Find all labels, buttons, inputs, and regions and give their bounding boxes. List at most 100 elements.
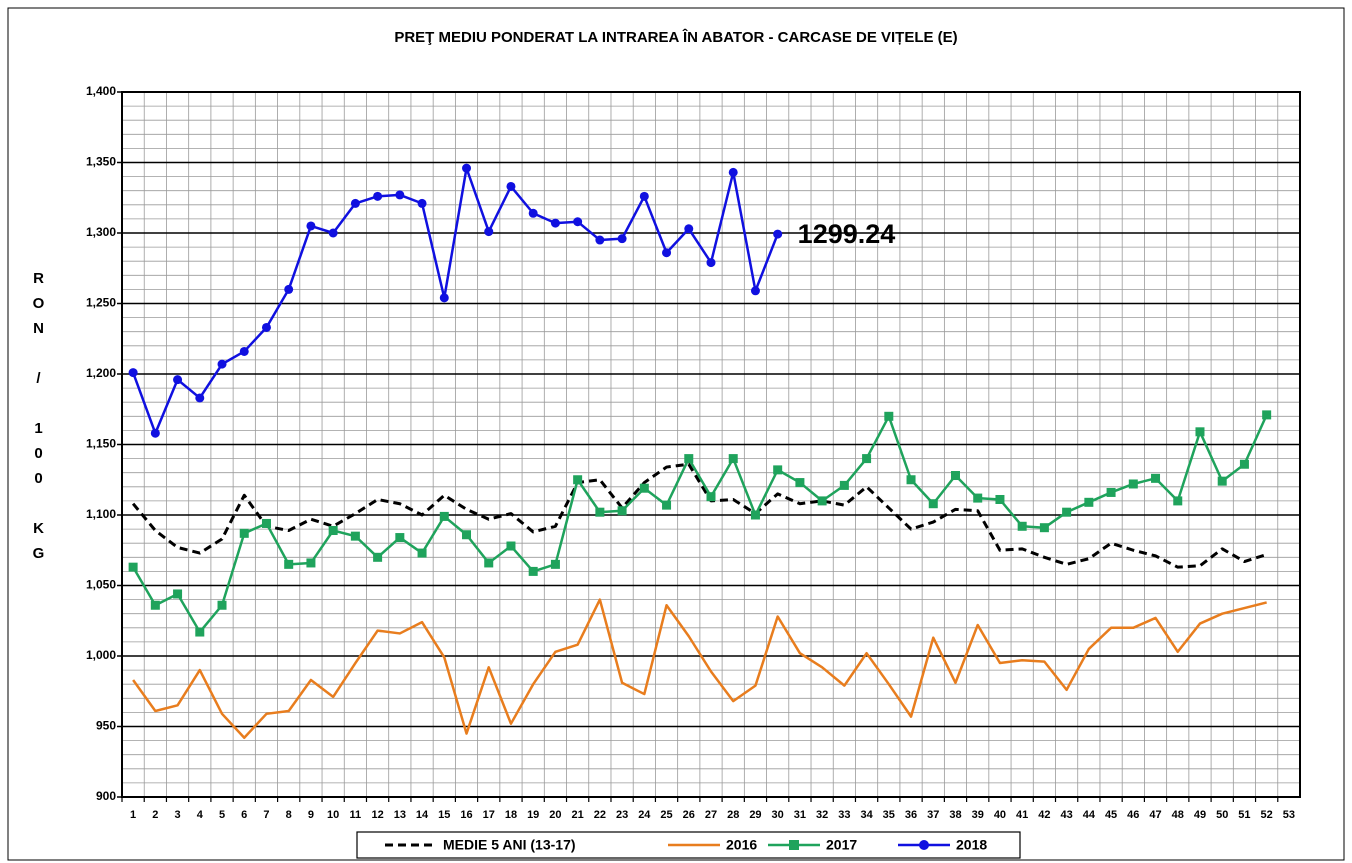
x-tick-label: 18: [505, 809, 517, 821]
marker: [1173, 496, 1183, 506]
x-tick-label: 19: [527, 809, 539, 821]
marker: [195, 627, 205, 637]
y-tick-label: 1,350: [86, 155, 116, 169]
marker: [306, 558, 316, 568]
x-tick-label: 24: [638, 809, 651, 821]
y-tick-label: 1,150: [86, 437, 116, 451]
x-tick-label: 23: [616, 809, 628, 821]
x-tick-label: 22: [594, 809, 606, 821]
x-tick-label: 41: [1016, 809, 1028, 821]
marker: [484, 558, 494, 568]
marker: [417, 548, 427, 558]
marker: [550, 559, 560, 569]
x-tick-label: 52: [1261, 809, 1273, 821]
marker: [373, 552, 383, 562]
marker: [261, 518, 271, 528]
marker: [728, 454, 738, 464]
marker: [1062, 507, 1072, 517]
x-tick-label: 35: [883, 809, 895, 821]
x-tick-label: 3: [175, 809, 181, 821]
marker: [617, 234, 627, 244]
marker: [662, 500, 672, 510]
marker: [506, 181, 516, 191]
y-tick-label: 1,400: [86, 84, 116, 98]
y-tick-label: 950: [96, 719, 116, 733]
marker: [173, 589, 183, 599]
x-tick-label: 46: [1127, 809, 1139, 821]
marker: [773, 229, 783, 239]
x-tick-label: 9: [308, 809, 314, 821]
x-tick-label: 10: [327, 809, 339, 821]
x-tick-label: 28: [727, 809, 739, 821]
x-tick-label: 8: [286, 809, 292, 821]
marker: [350, 531, 360, 541]
y-tick-label: 1,100: [86, 507, 116, 521]
marker: [595, 235, 605, 245]
marker: [395, 190, 405, 200]
y-tick-label: 1,000: [86, 648, 116, 662]
x-tick-label: 15: [438, 809, 450, 821]
x-tick-label: 21: [572, 809, 584, 821]
marker: [284, 284, 294, 294]
x-tick-label: 47: [1149, 809, 1161, 821]
marker: [328, 526, 338, 536]
x-tick-label: 1: [130, 809, 136, 821]
x-tick-label: 48: [1172, 809, 1184, 821]
marker: [395, 533, 405, 543]
x-tick-label: 4: [197, 809, 204, 821]
marker: [906, 475, 916, 485]
marker: [706, 492, 716, 502]
series-line: [132, 598, 1267, 740]
marker: [839, 480, 849, 490]
x-tick-label: 2: [152, 809, 158, 821]
marker: [239, 346, 249, 356]
marker: [728, 167, 738, 177]
marker: [150, 428, 160, 438]
x-tick-label: 44: [1083, 809, 1096, 821]
marker: [150, 600, 160, 610]
y-tick-label: 1,200: [86, 366, 116, 380]
x-tick-label: 13: [394, 809, 406, 821]
x-tick-label: 17: [483, 809, 495, 821]
series-line: [132, 414, 1268, 634]
marker: [1262, 410, 1272, 420]
x-tick-label: 14: [416, 809, 429, 821]
marker: [506, 541, 516, 551]
x-tick-label: 38: [949, 809, 961, 821]
y-tick-label: 1,300: [86, 225, 116, 239]
marker: [217, 359, 227, 369]
marker: [1217, 476, 1227, 486]
legend-label: 2017: [826, 837, 857, 853]
x-tick-label: 40: [994, 809, 1006, 821]
marker: [350, 198, 360, 208]
marker: [484, 227, 494, 237]
marker: [462, 530, 472, 540]
marker: [439, 511, 449, 521]
marker: [750, 510, 760, 520]
marker: [261, 322, 271, 332]
legend-marker: [789, 840, 799, 850]
marker: [1195, 427, 1205, 437]
legend-label: 2016: [726, 837, 757, 853]
x-tick-label: 34: [860, 809, 873, 821]
marker: [639, 191, 649, 201]
marker: [173, 375, 183, 385]
chart-title: PREŢ MEDIU PONDERAT LA INTRAREA ÎN ABATO…: [394, 28, 957, 46]
legend-marker: [919, 840, 929, 850]
marker: [573, 475, 583, 485]
x-tick-label: 12: [371, 809, 383, 821]
marker: [928, 499, 938, 509]
x-tick-label: 36: [905, 809, 917, 821]
marker: [1106, 487, 1116, 497]
x-tick-label: 45: [1105, 809, 1117, 821]
marker: [528, 208, 538, 218]
marker: [995, 494, 1005, 504]
legend-label: MEDIE 5 ANI (13-17): [443, 837, 576, 853]
y-tick-label: 1,250: [86, 296, 116, 310]
x-tick-label: 42: [1038, 809, 1050, 821]
data-label: 1299.24: [798, 219, 896, 249]
marker: [1151, 473, 1161, 483]
x-tick-label: 7: [263, 809, 269, 821]
legend-label: 2018: [956, 837, 987, 853]
